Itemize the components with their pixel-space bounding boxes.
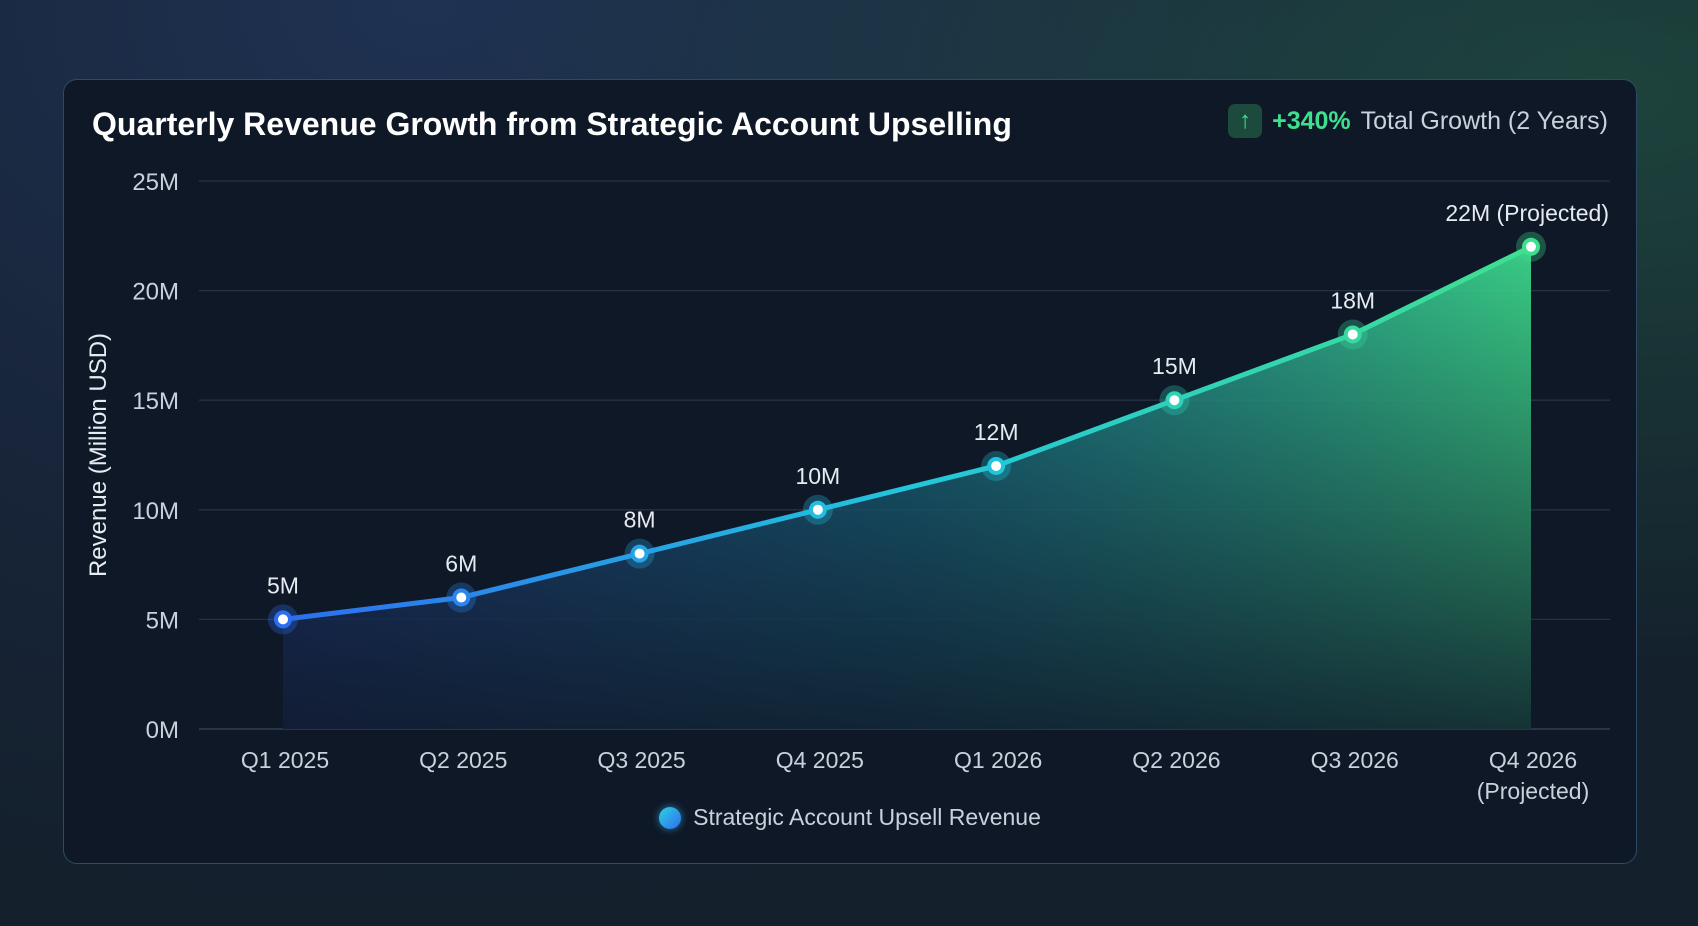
y-tick-label: 25M [132,169,179,196]
y-axis-label: Revenue (Million USD) [85,333,112,577]
x-tick-label: Q4 2025 [776,747,864,773]
legend: Strategic Account Upsell Revenue [64,804,1636,831]
data-label: 6M [445,550,477,576]
y-tick-label: 10M [132,498,179,525]
growth-value: +340% [1272,106,1351,135]
series-line [282,244,1533,622]
x-tick-label: Q3 2026 [1311,747,1399,773]
data-point-center [634,548,645,559]
legend-swatch [659,806,682,829]
data-point-center [1526,241,1536,252]
data-point-center [456,592,467,603]
x-tick-label: Q3 2025 [597,747,685,773]
x-tick-label: Q2 2026 [1132,747,1220,773]
x-tick-label: (Projected) [1477,778,1589,804]
y-tick-label: 0M [146,717,179,744]
y-tick-label: 5M [146,607,179,634]
chart-svg: 0M 5M 10M 15M 20M 25M Revenue (Million USD) 5M Q… [85,169,1610,804]
data-label: 8M [624,507,656,533]
y-tick-label: 20M [132,279,179,306]
growth-label: Total Growth (2 Years) [1360,106,1608,135]
data-point-center [1347,329,1358,340]
data-label: 10M [795,463,840,489]
data-label: 12M [974,419,1019,445]
arrow-up-icon: ↑ [1228,104,1263,138]
x-tick-label: Q1 2025 [241,747,329,773]
x-tick-label: Q2 2025 [419,747,507,773]
chart-title: Quarterly Revenue Growth from Strategic … [92,106,1012,142]
data-label: 22M (Projected) [1445,200,1609,226]
data-label: 15M [1152,353,1197,379]
data-point-center [991,460,1002,471]
data-point-center [812,504,823,515]
data-point-center [1169,395,1180,406]
data-label: 18M [1330,287,1375,313]
chart-card: Quarterly Revenue Growth from Strategic … [63,79,1637,864]
x-tick-label: Q4 2026 [1489,747,1577,773]
y-tick-label: 15M [132,388,179,415]
x-tick-label: Q1 2026 [954,747,1042,773]
data-point-center [278,614,288,625]
legend-label: Strategic Account Upsell Revenue [693,804,1041,830]
data-label: 5M [267,572,299,598]
growth-badge: ↑ +340% Total Growth (2 Years) [1228,104,1608,138]
